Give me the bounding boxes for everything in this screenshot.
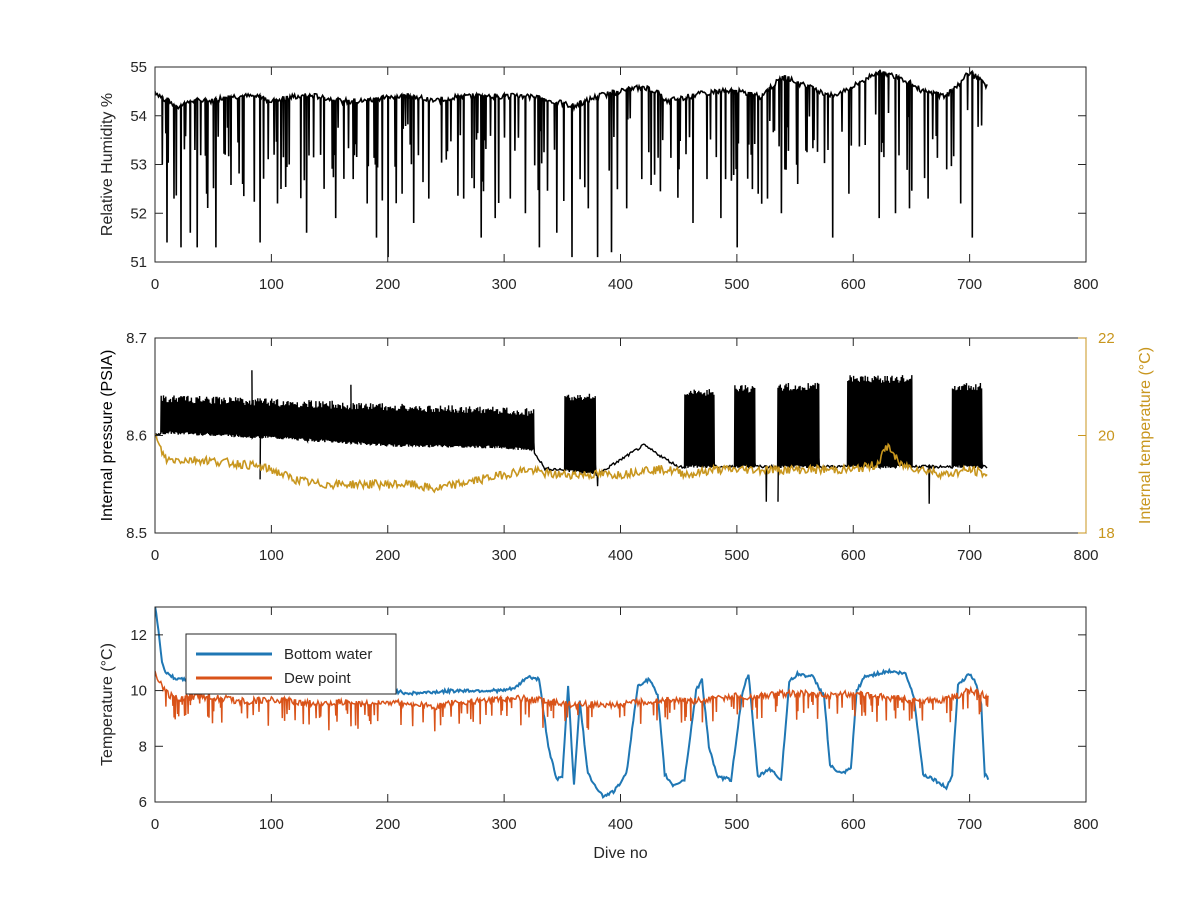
x-tick-label: 200 bbox=[375, 276, 400, 293]
x-tick-label: 100 bbox=[259, 816, 284, 833]
y-tick-label: 8.6 bbox=[126, 428, 147, 445]
x-tick-label: 700 bbox=[957, 276, 982, 293]
x-tick-label: 500 bbox=[724, 547, 749, 564]
plot-area bbox=[155, 69, 988, 258]
x-tick-label: 100 bbox=[259, 276, 284, 293]
y-tick-label: 53 bbox=[130, 157, 147, 174]
dew-point-line bbox=[155, 670, 989, 732]
legend-label: Dew point bbox=[284, 670, 352, 687]
x-tick-label: 600 bbox=[841, 816, 866, 833]
y-axis-label: Internal pressure (PSIA) bbox=[99, 350, 116, 522]
y-tick-label: 54 bbox=[130, 108, 147, 125]
x-tick-label: 0 bbox=[151, 276, 159, 293]
legend: Bottom water Dew point bbox=[185, 633, 397, 695]
humidity-line bbox=[155, 69, 988, 258]
internal-temperature-line bbox=[155, 433, 988, 494]
internal-pressure-line bbox=[155, 370, 988, 504]
chart-panel-3: 0 100 200 300 400 500 600 700 800 6 8 10 12 Temperatu… bbox=[99, 606, 1099, 862]
x-tick-label: 400 bbox=[608, 547, 633, 564]
x-axis-label: Dive no bbox=[593, 845, 647, 862]
x-tick-label: 600 bbox=[841, 276, 866, 293]
plot-area bbox=[155, 370, 988, 504]
x-tick-label: 600 bbox=[841, 547, 866, 564]
chart-panel-1: 0 100 200 300 400 500 600 700 800 51 52 53 54 55 Relat… bbox=[99, 59, 1099, 293]
x-tick-label: 300 bbox=[492, 547, 517, 564]
x-tick-label: 0 bbox=[151, 816, 159, 833]
y-tick-label: 55 bbox=[130, 59, 147, 76]
x-tick-label: 700 bbox=[957, 547, 982, 564]
x-tick-label: 300 bbox=[492, 276, 517, 293]
x-tick-label: 500 bbox=[724, 276, 749, 293]
y-tick-label: 8.5 bbox=[126, 525, 147, 542]
legend-box bbox=[185, 633, 397, 695]
x-tick-label: 300 bbox=[492, 816, 517, 833]
y-axis-label-right: Internal temperature (°C) bbox=[1137, 347, 1154, 524]
x-tick-label: 400 bbox=[608, 276, 633, 293]
x-tick-label: 200 bbox=[375, 816, 400, 833]
x-tick-label: 0 bbox=[151, 547, 159, 564]
y-right-tick-label: 20 bbox=[1098, 428, 1115, 445]
x-tick-label: 700 bbox=[957, 816, 982, 833]
x-tick-label: 500 bbox=[724, 816, 749, 833]
y-right-tick-label: 18 bbox=[1098, 525, 1115, 542]
chart-panel-2: 0 100 200 300 400 500 600 700 800 8.5 8.6 8.7 18 20 22… bbox=[99, 330, 1154, 564]
x-tick-label: 100 bbox=[259, 547, 284, 564]
y-tick-label: 12 bbox=[130, 627, 147, 644]
y-axis-label: Temperature (°C) bbox=[99, 643, 116, 766]
y-tick-label: 8 bbox=[139, 738, 147, 755]
x-tick-label: 800 bbox=[1073, 276, 1098, 293]
y-tick-label: 52 bbox=[130, 205, 147, 222]
y-right-tick-label: 22 bbox=[1098, 330, 1115, 347]
y-axis-label: Relative Humidity % bbox=[99, 93, 116, 236]
y-tick-label: 6 bbox=[139, 794, 147, 811]
x-tick-label: 400 bbox=[608, 816, 633, 833]
y-tick-label: 10 bbox=[130, 683, 147, 700]
legend-label: Bottom water bbox=[284, 646, 372, 663]
x-tick-label: 800 bbox=[1073, 547, 1098, 564]
y-tick-label: 8.7 bbox=[126, 330, 147, 347]
y-tick-label: 51 bbox=[130, 254, 147, 271]
x-tick-label: 800 bbox=[1073, 816, 1098, 833]
x-tick-label: 200 bbox=[375, 547, 400, 564]
